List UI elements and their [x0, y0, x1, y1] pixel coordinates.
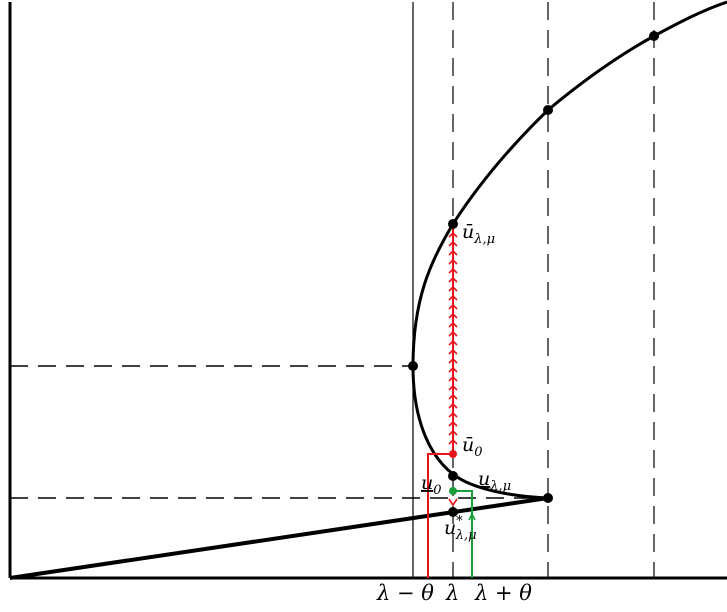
red-chevron	[448, 375, 458, 382]
red-chevron	[448, 258, 458, 265]
red-chevron	[448, 348, 458, 355]
red-chevron	[448, 231, 458, 238]
label-u0-under: u0	[421, 472, 442, 498]
point-far-right	[649, 31, 659, 41]
red-chevron	[448, 330, 458, 337]
tick-lambda: λ	[445, 581, 459, 605]
label-u0-bar: ū0	[462, 434, 483, 460]
red-chevron	[448, 267, 458, 274]
red-chevron	[448, 312, 458, 319]
green-path	[453, 490, 473, 578]
point-upper-solution	[448, 219, 458, 229]
point-star-solution	[448, 507, 458, 517]
red-chevron	[448, 321, 458, 328]
point-turning	[408, 361, 418, 371]
red-chevron	[448, 429, 458, 436]
red-chevron	[448, 438, 458, 445]
red-path	[427, 453, 453, 578]
point-u0-bar	[449, 450, 457, 458]
red-down-arrow	[448, 498, 458, 507]
point-lower-solution	[448, 471, 458, 481]
bifurcation-curve	[411, 0, 727, 500]
red-chevron	[448, 357, 458, 364]
red-chevron	[448, 420, 458, 427]
red-chevron	[448, 249, 458, 256]
red-chevron	[448, 402, 458, 409]
red-chevron	[448, 393, 458, 400]
red-chevron	[448, 411, 458, 418]
red-arrow-heads	[448, 231, 458, 445]
red-chevron	[448, 384, 458, 391]
red-chevron	[448, 294, 458, 301]
tick-lambda-minus-theta: λ − θ	[376, 581, 434, 605]
red-chevron	[448, 366, 458, 373]
lower-branch-line	[9, 496, 549, 580]
red-chevron	[448, 285, 458, 292]
point-endpoint	[543, 493, 553, 503]
label-lower-solution: uλ,μ	[478, 468, 511, 494]
label-star-solution: u* λ,μ	[444, 514, 477, 543]
label-upper-solution: ūλ,μ	[462, 221, 495, 247]
point-right	[543, 105, 553, 115]
tick-lambda-plus-theta: λ + θ	[474, 581, 532, 605]
red-chevron	[448, 240, 458, 247]
point-u0-under	[449, 487, 457, 495]
red-chevron	[448, 339, 458, 346]
green-arrow	[468, 512, 476, 521]
red-chevron	[448, 303, 458, 310]
red-chevron	[448, 276, 458, 283]
